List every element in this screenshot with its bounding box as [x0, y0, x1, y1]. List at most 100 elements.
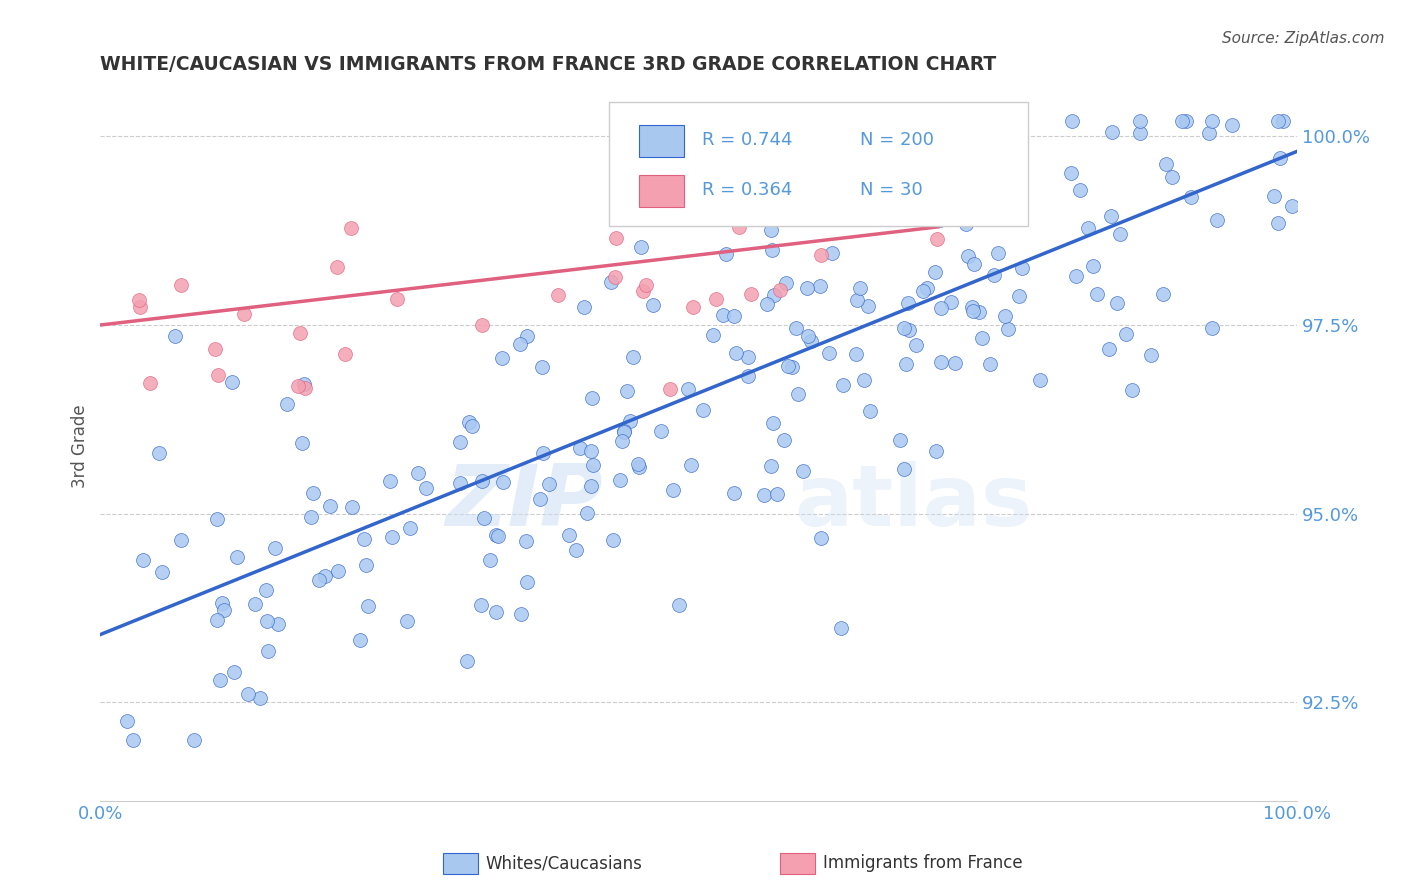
- Point: [319, 500, 342, 514]
- Point: [1180, 190, 1202, 204]
- Point: [605, 270, 627, 285]
- Point: [889, 434, 911, 448]
- Point: [633, 284, 655, 298]
- Point: [766, 487, 789, 501]
- Point: [457, 415, 479, 429]
- Point: [1281, 199, 1303, 213]
- Point: [225, 549, 247, 564]
- Point: [662, 483, 685, 497]
- Text: atlas: atlas: [794, 461, 1032, 544]
- Point: [650, 424, 672, 438]
- Point: [395, 614, 418, 628]
- Point: [912, 284, 935, 298]
- Point: [1171, 114, 1194, 128]
- Point: [1267, 216, 1289, 230]
- Point: [917, 281, 939, 295]
- Point: [581, 391, 603, 405]
- Point: [290, 435, 312, 450]
- Point: [723, 309, 745, 323]
- Point: [755, 297, 778, 311]
- Point: [609, 473, 631, 487]
- Y-axis label: 3rd Grade: 3rd Grade: [72, 404, 89, 488]
- Point: [763, 288, 786, 302]
- Text: R = 0.364: R = 0.364: [702, 180, 793, 199]
- FancyBboxPatch shape: [780, 853, 815, 874]
- Point: [256, 614, 278, 628]
- Point: [994, 309, 1017, 323]
- Point: [893, 462, 915, 476]
- Text: ZIP: ZIP: [446, 461, 603, 544]
- Point: [170, 533, 193, 547]
- Point: [533, 446, 555, 460]
- Point: [796, 281, 818, 295]
- Point: [165, 329, 187, 343]
- Point: [357, 599, 380, 613]
- Point: [1267, 114, 1289, 128]
- Point: [761, 243, 783, 257]
- Point: [1077, 221, 1099, 235]
- Point: [641, 298, 664, 312]
- Point: [1152, 287, 1174, 301]
- Point: [1140, 348, 1163, 362]
- Point: [148, 446, 170, 460]
- Point: [292, 376, 315, 391]
- FancyBboxPatch shape: [638, 175, 685, 207]
- Point: [212, 603, 235, 617]
- Point: [945, 356, 967, 370]
- Point: [314, 569, 336, 583]
- Point: [264, 541, 287, 555]
- Point: [510, 607, 533, 622]
- Point: [858, 299, 880, 313]
- Point: [820, 245, 842, 260]
- Point: [492, 475, 515, 489]
- Point: [1272, 114, 1295, 128]
- Point: [249, 691, 271, 706]
- Point: [859, 404, 882, 418]
- Point: [470, 318, 492, 332]
- Point: [786, 386, 808, 401]
- Point: [479, 553, 502, 567]
- Point: [808, 279, 831, 293]
- Point: [776, 359, 799, 374]
- Point: [780, 360, 803, 375]
- FancyBboxPatch shape: [638, 125, 685, 157]
- Point: [897, 296, 920, 310]
- Text: R = 0.744: R = 0.744: [702, 131, 793, 149]
- Point: [579, 479, 602, 493]
- Point: [529, 491, 551, 506]
- Point: [772, 433, 794, 447]
- Point: [785, 321, 807, 335]
- Point: [1154, 157, 1177, 171]
- Point: [1007, 289, 1029, 303]
- Point: [515, 533, 537, 548]
- Point: [238, 687, 260, 701]
- Point: [894, 357, 917, 371]
- Point: [846, 293, 869, 307]
- Point: [129, 300, 152, 314]
- Point: [183, 733, 205, 747]
- Point: [762, 417, 785, 431]
- Point: [929, 213, 952, 227]
- Point: [569, 441, 592, 455]
- Point: [668, 598, 690, 612]
- Point: [692, 402, 714, 417]
- Text: Whites/Caucasians: Whites/Caucasians: [485, 855, 643, 872]
- Point: [1109, 227, 1132, 241]
- Point: [621, 350, 644, 364]
- Text: N = 200: N = 200: [860, 131, 934, 149]
- Point: [1201, 321, 1223, 335]
- Point: [979, 357, 1001, 371]
- Point: [449, 434, 471, 449]
- Point: [997, 322, 1019, 336]
- Point: [564, 543, 586, 558]
- Point: [704, 292, 727, 306]
- Point: [326, 260, 349, 274]
- Point: [233, 307, 256, 321]
- Point: [810, 532, 832, 546]
- Point: [150, 565, 173, 579]
- Point: [381, 529, 404, 543]
- Point: [605, 231, 627, 245]
- Point: [849, 281, 872, 295]
- Point: [962, 304, 984, 318]
- Point: [516, 575, 538, 590]
